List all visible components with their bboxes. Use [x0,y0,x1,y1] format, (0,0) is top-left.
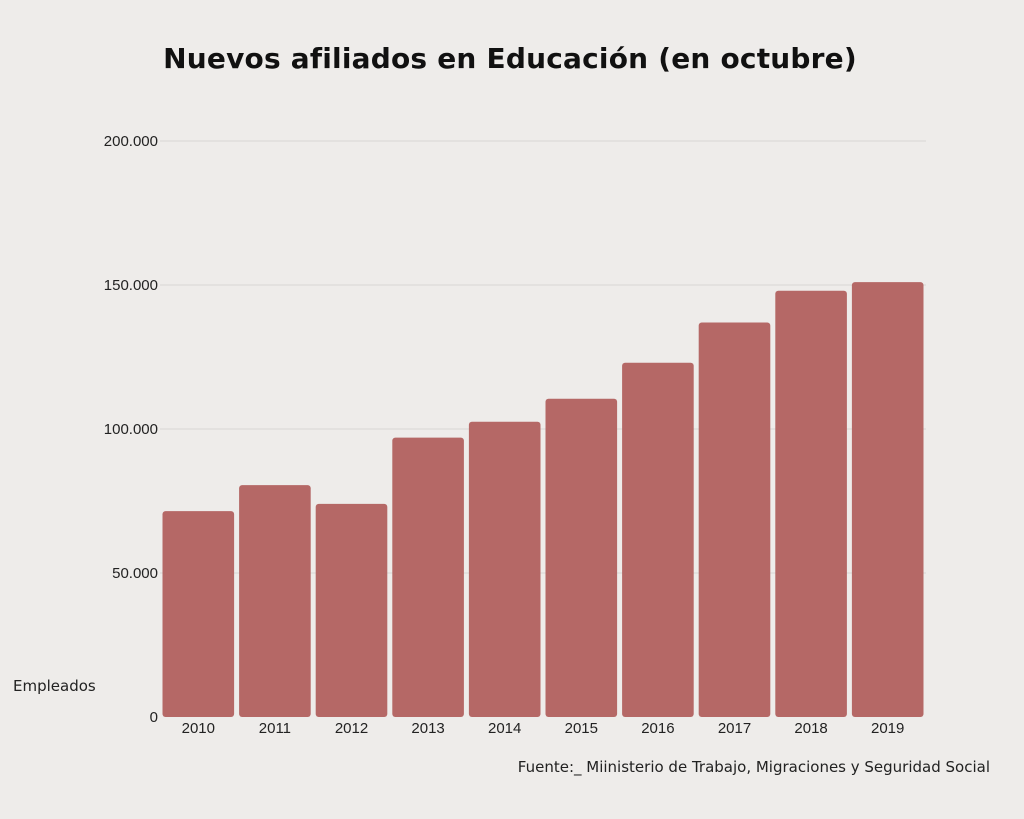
x-tick-label: 2012 [335,720,368,737]
y-tick-label: 150.000 [104,277,158,294]
x-tick-label: 2010 [182,720,215,737]
y-tick-labels: 0 50.000 100.000 150.000 200.000 [104,133,158,726]
bar-2019 [851,282,924,717]
bar-2010 [162,511,235,717]
x-tick-labels: 2010 2011 2012 2013 2014 2015 2016 2017 2018 2019 [182,720,905,737]
bar-2018 [775,290,847,717]
x-tick-label: 2013 [411,720,444,737]
y-tick-label: 0 [150,709,158,726]
y-axis-label: Empleados [13,677,96,695]
source-note: Fuente:_ Miinisterio de Trabajo, Migraci… [517,758,990,776]
x-tick-label: 2014 [488,720,521,737]
x-tick-label: 2018 [794,720,827,737]
bar-2011 [239,485,311,717]
bar-2015 [545,398,618,717]
x-tick-label: 2011 [259,720,291,737]
chart-title: Nuevos afiliados en Educación (en octubr… [163,42,857,75]
y-tick-label: 100.000 [104,421,158,438]
bar-2012 [315,503,388,717]
bar-2013 [392,437,464,717]
bars [162,282,924,717]
y-tick-label: 200.000 [104,133,158,150]
bar-2016 [622,362,694,717]
bar-2014 [468,421,541,717]
x-tick-label: 2019 [871,720,904,737]
x-tick-label: 2015 [565,720,598,737]
x-tick-label: 2016 [641,720,674,737]
y-tick-label: 50.000 [112,565,158,582]
x-tick-label: 2017 [718,720,751,737]
bar-2017 [698,322,771,717]
